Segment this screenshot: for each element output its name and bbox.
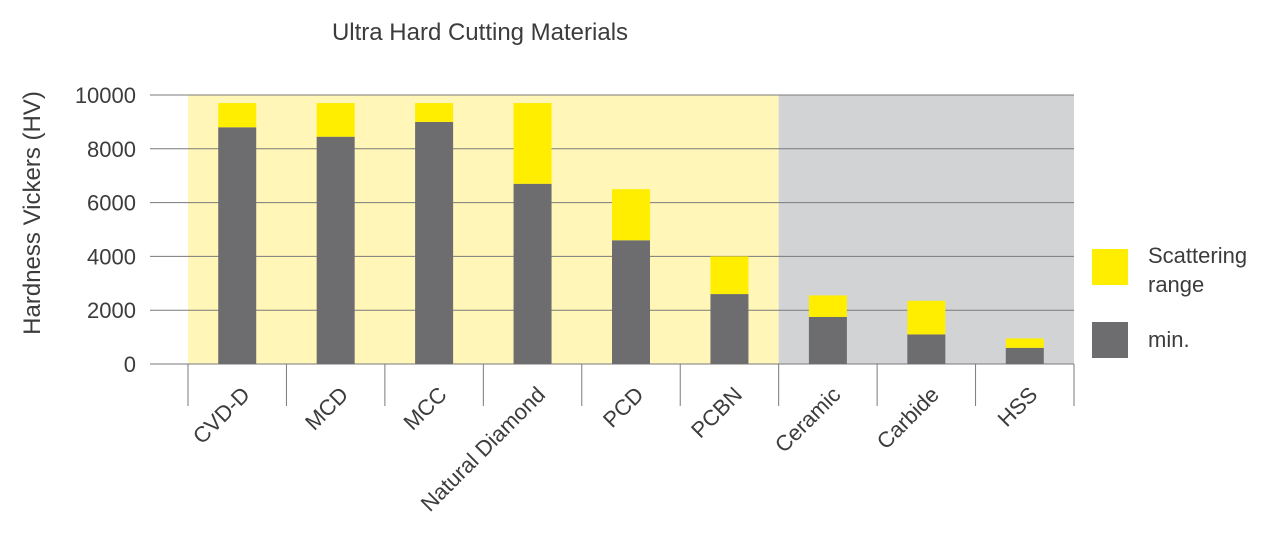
y-tick-2000: 2000 [87,298,136,323]
legend-label-min: min. [1148,327,1190,352]
y-tick-6000: 6000 [87,191,136,216]
bar-min-5 [710,294,749,364]
bar-min-1 [316,136,355,364]
y-axis-label: Hardness Vickers (HV) [19,91,46,335]
y-tick-4000: 4000 [87,244,136,269]
category-label-5: PCBN [686,382,747,443]
bar-scattering-4 [612,189,650,241]
y-tick-labels: 0 2000 4000 6000 8000 10000 [75,83,136,377]
bar-scattering-7 [907,300,946,335]
bar-scattering-0 [218,103,257,128]
bar-min-8 [1005,347,1044,364]
chart-title: Ultra Hard Cutting Materials [332,19,628,46]
category-label-2: MCC [399,382,452,435]
legend-label-scattering: Scattering [1148,243,1247,268]
category-label-0: CVD-D [188,382,255,449]
category-label-4: PCD [598,382,649,433]
bar-min-0 [218,127,257,364]
bar-scattering-1 [316,103,355,137]
category-label-1: MCD [300,382,353,435]
category-label-7: Carbide [872,382,944,454]
category-label-6: Ceramic [770,382,846,458]
bar-min-2 [415,121,454,365]
background-regions [188,95,1074,364]
bar-scattering-8 [1005,338,1044,348]
bar-scattering-2 [415,103,454,122]
category-label-8: HSS [993,382,1043,432]
y-tick-8000: 8000 [87,137,136,162]
bars [218,103,1044,365]
bar-min-6 [808,316,847,364]
bar-scattering-5 [710,256,749,295]
legend-swatch-min [1092,322,1128,358]
y-tick-10000: 10000 [75,83,136,108]
legend: Scattering range min. [1092,243,1247,358]
region-0 [188,95,779,364]
bar-scattering-3 [513,103,552,184]
bar-scattering-6 [808,295,847,317]
bar-min-7 [907,334,946,364]
legend-swatch-scattering-range [1092,249,1128,285]
legend-label-range: range [1148,272,1204,297]
y-tick-0: 0 [124,352,136,377]
bar-min-4 [612,240,650,364]
bar-min-3 [513,183,552,364]
